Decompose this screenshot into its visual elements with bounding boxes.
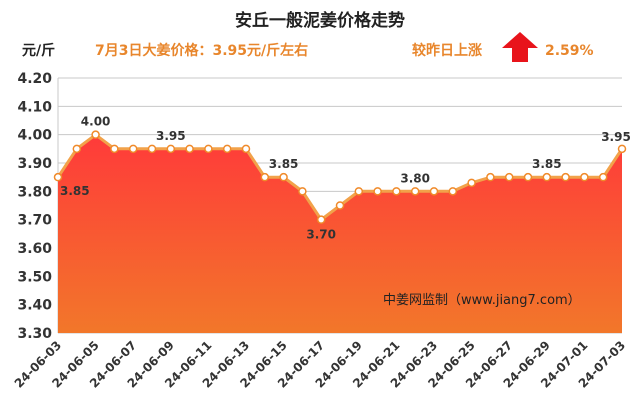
y-tick-label: 3.90 [17, 156, 52, 172]
data-label: 3.80 [400, 171, 430, 185]
data-point [410, 187, 420, 196]
y-axis-ticks: 3.30 3.40 3.50 3.60 3.70 3.80 3.90 4.00 4.10 4.20 [17, 71, 52, 342]
y-tick-label: 3.80 [17, 184, 52, 200]
data-point [598, 172, 608, 182]
data-point [373, 187, 382, 196]
data-point [166, 144, 176, 154]
data-point [542, 172, 552, 182]
data-point [580, 172, 589, 182]
data-label: 3.95 [156, 129, 186, 143]
data-label: 3.85 [269, 157, 299, 171]
data-point [72, 144, 82, 154]
data-point [260, 172, 270, 182]
data-point [298, 187, 307, 196]
data-point [128, 144, 138, 154]
data-point [222, 144, 232, 154]
data-point [561, 172, 570, 182]
y-tick-label: 4.20 [17, 71, 52, 87]
y-tick-label: 3.50 [17, 269, 52, 285]
price-markers [53, 130, 627, 224]
y-tick-label: 3.40 [17, 298, 52, 314]
data-point [185, 144, 194, 154]
data-label: 4.00 [81, 115, 111, 129]
y-tick-label: 3.30 [17, 326, 52, 342]
data-label: 3.85 [60, 184, 90, 198]
x-axis-ticks: 24-06-0324-06-0524-06-0724-06-0924-06-11… [12, 338, 628, 390]
data-point [241, 144, 251, 154]
data-label: 3.70 [306, 228, 336, 242]
data-point [392, 187, 401, 196]
data-point [486, 172, 495, 182]
data-point [448, 187, 458, 196]
data-point [279, 172, 288, 182]
data-point [467, 178, 476, 188]
data-label: 3.85 [532, 157, 562, 171]
data-point [617, 144, 627, 154]
data-point [316, 215, 326, 224]
price-area [58, 134, 622, 333]
y-tick-label: 4.00 [17, 128, 52, 144]
data-point [335, 201, 345, 210]
data-labels: 3.85 4.00 3.95 3.85 3.70 3.80 3.85 3.95 [60, 115, 631, 242]
y-tick-label: 4.10 [17, 99, 52, 115]
data-point [504, 172, 514, 182]
data-point [147, 144, 157, 154]
change-value: 2.59% [545, 43, 594, 59]
up-arrow-icon [502, 32, 538, 62]
data-point [204, 144, 213, 154]
y-tick-label: 3.60 [17, 241, 52, 257]
y-tick-label: 3.70 [17, 213, 52, 229]
y-axis-unit: 元/斤 [22, 42, 55, 59]
change-label: 较昨日上涨 [412, 42, 482, 59]
chart-title: 安丘一般泥姜价格走势 [235, 10, 405, 31]
data-point [429, 187, 439, 196]
data-label: 3.95 [601, 130, 631, 144]
data-point [53, 172, 63, 182]
watermark: 中姜网监制（www.jiang7.com） [383, 293, 581, 308]
data-point [110, 144, 119, 154]
data-point [523, 172, 533, 182]
chart-subtitle: 7月3日大姜价格：3.95元/斤左右 [95, 42, 308, 59]
data-point [91, 130, 100, 139]
data-point [354, 187, 364, 196]
